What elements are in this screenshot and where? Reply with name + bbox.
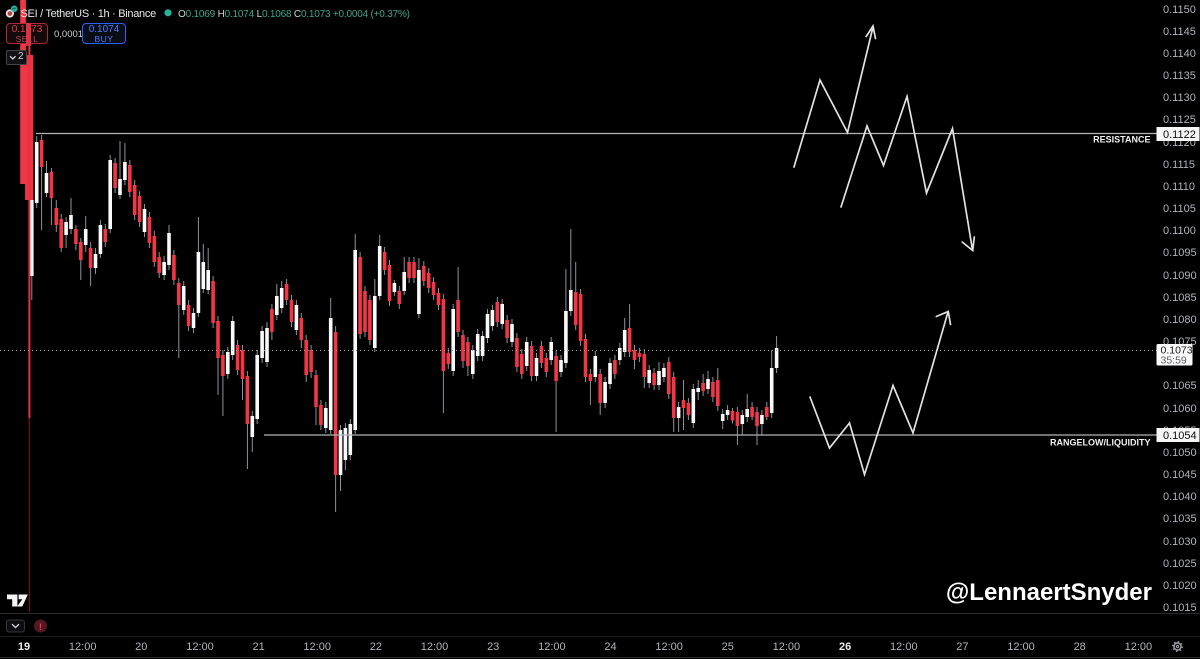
svg-text:@LennaertSnyder: @LennaertSnyder xyxy=(946,579,1152,606)
svg-text:RESISTANCE: RESISTANCE xyxy=(1093,135,1150,145)
svg-text:0.1073: 0.1073 xyxy=(1161,345,1193,357)
svg-text:35:59: 35:59 xyxy=(1161,355,1187,367)
svg-text:0.1122: 0.1122 xyxy=(1163,129,1196,141)
svg-text:RANGELOW/LIQUIDITY: RANGELOW/LIQUIDITY xyxy=(1050,438,1151,448)
svg-text:0.1054: 0.1054 xyxy=(1163,430,1197,442)
svg-text:!: ! xyxy=(39,622,42,633)
